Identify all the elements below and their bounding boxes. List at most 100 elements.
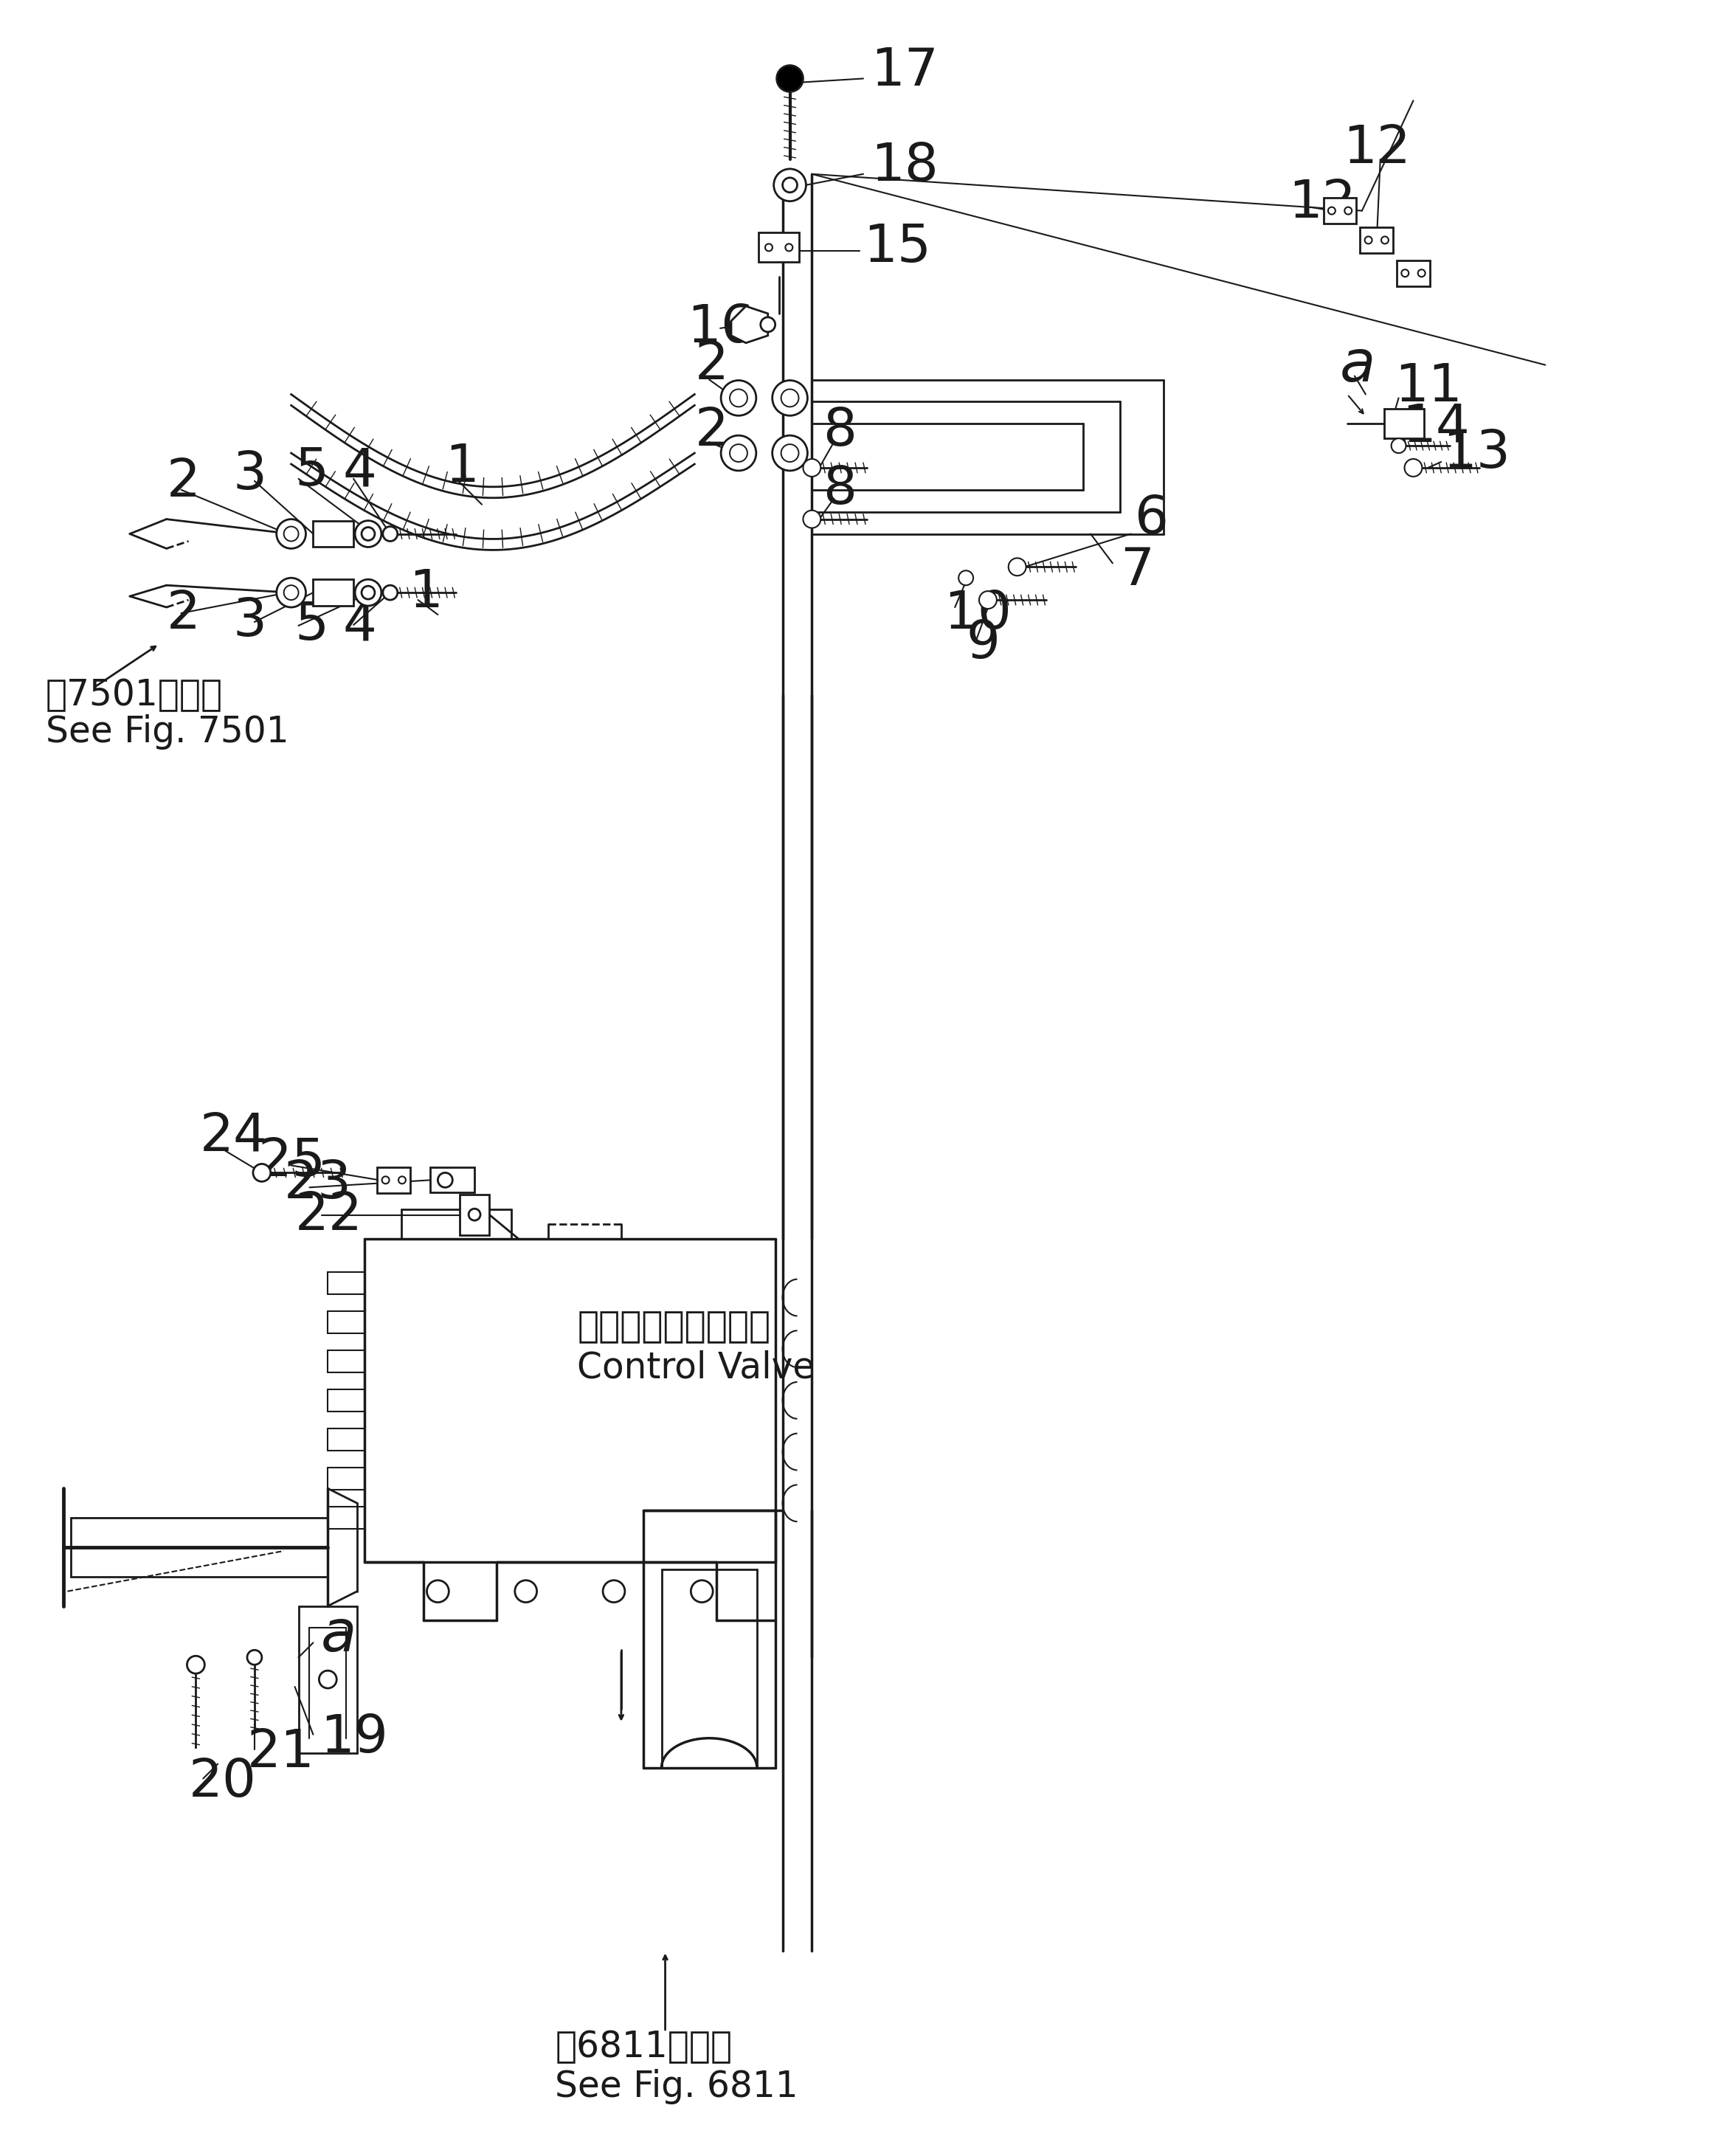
Bar [459, 1194, 488, 1235]
Circle shape [1364, 237, 1371, 244]
Circle shape [603, 1580, 626, 1602]
Circle shape [247, 1649, 262, 1664]
Circle shape [254, 1164, 271, 1181]
Bar [759, 233, 799, 263]
Bar [377, 1166, 410, 1192]
Circle shape [761, 317, 775, 332]
Circle shape [773, 379, 807, 416]
Circle shape [1344, 207, 1352, 213]
Text: 2: 2 [694, 405, 728, 457]
Circle shape [437, 1173, 452, 1188]
Text: 5: 5 [295, 446, 329, 496]
Text: 20: 20 [189, 1757, 257, 1807]
Circle shape [785, 244, 792, 250]
Circle shape [773, 168, 806, 201]
Text: 19: 19 [321, 1712, 389, 1764]
Text: 13: 13 [1443, 427, 1510, 479]
Circle shape [276, 520, 305, 548]
Bar [1323, 198, 1356, 224]
Text: a: a [321, 1608, 357, 1664]
Text: 16: 16 [687, 302, 754, 354]
Bar [314, 520, 353, 548]
Circle shape [773, 436, 807, 470]
Text: 18: 18 [871, 142, 938, 192]
Text: コントロールバルブ: コントロールバルブ [578, 1309, 771, 1345]
Text: 3: 3 [233, 597, 266, 647]
Text: 6: 6 [1135, 494, 1169, 545]
Polygon shape [732, 306, 768, 343]
Circle shape [764, 244, 773, 250]
Text: 5: 5 [295, 599, 329, 651]
Circle shape [362, 528, 375, 541]
Circle shape [1404, 459, 1423, 476]
Text: a: a [1340, 336, 1376, 392]
Circle shape [979, 591, 998, 608]
Text: Control Valve: Control Valve [578, 1350, 814, 1384]
Circle shape [722, 436, 756, 470]
Text: 25: 25 [259, 1136, 326, 1188]
Circle shape [468, 1210, 480, 1220]
Circle shape [1008, 558, 1027, 576]
Text: 7: 7 [1119, 545, 1154, 595]
Circle shape [427, 1580, 449, 1602]
Circle shape [187, 1656, 204, 1673]
Circle shape [362, 586, 375, 599]
Text: 1: 1 [408, 567, 442, 619]
Text: 2: 2 [694, 338, 728, 390]
Text: 4: 4 [343, 446, 377, 496]
Circle shape [730, 390, 747, 407]
Text: 15: 15 [864, 222, 931, 274]
Text: 24: 24 [199, 1110, 267, 1162]
Text: 17: 17 [871, 45, 938, 97]
Text: 22: 22 [295, 1190, 363, 1242]
Text: 11: 11 [1395, 362, 1462, 412]
Circle shape [783, 177, 797, 192]
Text: 23: 23 [285, 1158, 351, 1210]
Text: 8: 8 [823, 405, 857, 457]
Circle shape [355, 520, 382, 548]
Text: 第7501図参照: 第7501図参照 [46, 677, 223, 714]
Text: 3: 3 [233, 451, 266, 500]
Text: 21: 21 [247, 1727, 315, 1779]
Bar [1361, 226, 1393, 252]
Circle shape [398, 1177, 406, 1184]
Circle shape [776, 65, 804, 93]
Text: 4: 4 [343, 599, 377, 651]
Text: See Fig. 6811: See Fig. 6811 [555, 2070, 799, 2104]
Text: 第6811図参照: 第6811図参照 [555, 2029, 732, 2063]
Circle shape [804, 459, 821, 476]
Circle shape [285, 526, 298, 541]
Circle shape [1402, 270, 1409, 276]
Circle shape [355, 580, 382, 606]
Circle shape [804, 511, 821, 528]
Circle shape [319, 1671, 336, 1688]
Circle shape [514, 1580, 536, 1602]
Text: 8: 8 [823, 464, 857, 515]
Circle shape [1392, 438, 1405, 453]
Text: 10: 10 [944, 589, 1011, 640]
Text: 9: 9 [967, 619, 999, 671]
Circle shape [382, 1177, 389, 1184]
Text: 12: 12 [1342, 123, 1411, 175]
Circle shape [722, 379, 756, 416]
Text: 2: 2 [166, 457, 201, 509]
Bar [430, 1169, 475, 1192]
Circle shape [1417, 270, 1426, 276]
Bar [1383, 410, 1424, 438]
Circle shape [276, 578, 305, 608]
Circle shape [782, 444, 799, 461]
Text: 12: 12 [1289, 179, 1356, 229]
Text: 14: 14 [1402, 401, 1471, 453]
Circle shape [382, 526, 398, 541]
Text: 1: 1 [446, 442, 478, 494]
Circle shape [382, 584, 398, 599]
Circle shape [691, 1580, 713, 1602]
Circle shape [782, 390, 799, 407]
Bar [314, 580, 353, 606]
Circle shape [1328, 207, 1335, 213]
Circle shape [730, 444, 747, 461]
Bar [1397, 261, 1429, 287]
Text: See Fig. 7501: See Fig. 7501 [46, 714, 288, 750]
Circle shape [958, 571, 974, 584]
Text: 2: 2 [166, 589, 201, 640]
